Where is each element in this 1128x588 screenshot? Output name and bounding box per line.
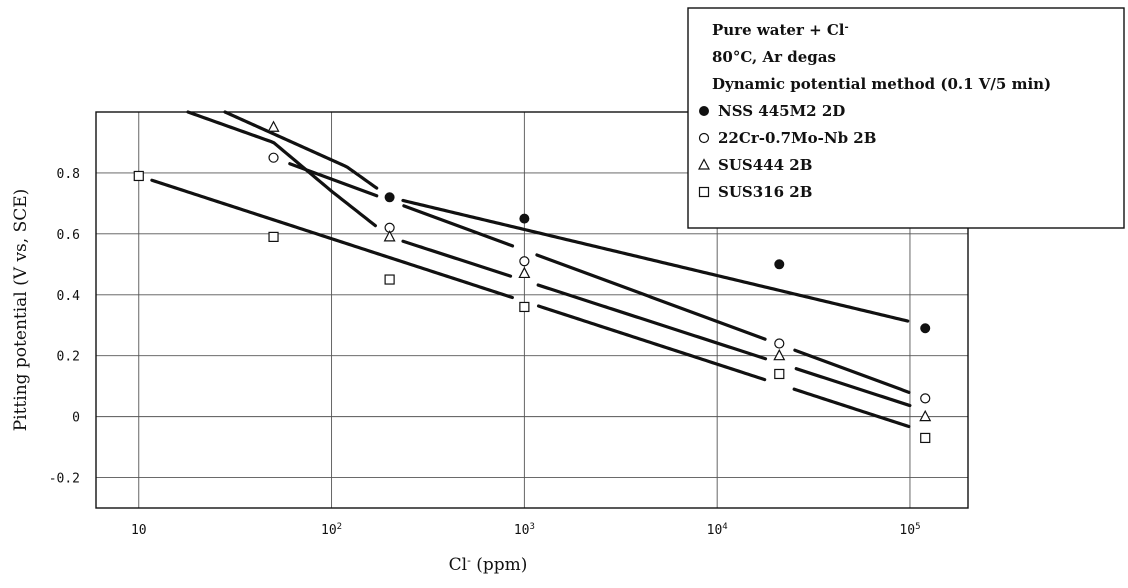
fit-line-segment	[536, 304, 767, 382]
y-axis-title: Pitting potential (V vs, SCE)	[11, 189, 31, 432]
legend-marker	[698, 132, 710, 144]
fit-line-segment	[150, 178, 514, 300]
legend-box	[687, 7, 1125, 229]
fit-line-segment	[536, 283, 768, 361]
x-tick-label: 102	[321, 522, 342, 538]
grid	[96, 112, 968, 508]
data-point	[267, 120, 280, 132]
x-axis-title-sup: -	[467, 554, 471, 567]
x-tick-exponent: 5	[915, 522, 920, 532]
data-point	[384, 274, 395, 285]
legend-entries: NSS 445M2 2D 22Cr-0.7Mo-Nb 2B SUS444 2B SUS…	[698, 102, 876, 201]
legend-note-2: 80°C, Ar degas	[712, 48, 836, 66]
fit-line-segment	[792, 387, 911, 429]
fit-line-segment	[186, 110, 377, 228]
legend-note-1: Pure water + Cl-	[712, 21, 849, 39]
fit-line-segment	[402, 204, 515, 248]
legend-marker	[698, 158, 710, 170]
y-tick-label: 0.6	[57, 228, 80, 243]
x-tick-label: 105	[899, 522, 920, 538]
data-markers	[133, 120, 932, 444]
plot-frame	[95, 111, 969, 509]
data-point	[774, 259, 785, 270]
y-axis-ticks: 0.8 0.6 0.4 0.2 0 -0.2	[49, 167, 80, 487]
y-tick-label: -0.2	[49, 472, 80, 487]
data-point	[519, 301, 530, 313]
x-axis-title-unit: (ppm)	[471, 555, 528, 575]
x-tick-base: 10	[514, 523, 530, 538]
data-point	[920, 323, 931, 334]
fit-line-segment	[401, 198, 910, 323]
legend-label: SUS316 2B	[718, 183, 812, 201]
data-point	[920, 393, 931, 404]
data-point	[383, 230, 396, 242]
fit-line-segment	[223, 110, 379, 190]
x-tick-exponent: 4	[722, 522, 727, 532]
legend: Pure water + Cl- 80°C, Ar degas Dynamic …	[687, 7, 1125, 229]
data-point	[773, 348, 786, 361]
x-axis-ticks: 10 102 103 104 105	[131, 522, 921, 538]
data-point	[519, 256, 530, 267]
legend-note-1-sup: -	[845, 22, 849, 33]
x-tick-base: 10	[707, 523, 723, 538]
legend-marker	[698, 186, 710, 198]
legend-note-3: Dynamic potential method (0.1 V/5 min)	[712, 75, 1051, 93]
legend-label: 22Cr-0.7Mo-Nb 2B	[718, 129, 876, 147]
y-tick-label: 0.4	[57, 289, 81, 304]
y-tick-label: 0.2	[57, 350, 80, 365]
x-tick-label: 103	[514, 522, 535, 538]
legend-label: SUS444 2B	[718, 156, 812, 174]
x-tick-exponent: 3	[529, 522, 534, 532]
data-point	[268, 231, 279, 242]
fit-lines	[150, 110, 912, 429]
data-point	[133, 170, 144, 182]
fit-line-segment	[794, 367, 912, 408]
x-tick-base: 10	[321, 523, 337, 538]
fit-line-segment	[535, 253, 767, 341]
x-tick-label: 10	[131, 523, 147, 538]
x-axis-title: Cl- (ppm)	[449, 554, 528, 576]
data-point	[519, 213, 530, 224]
x-tick-label: 104	[707, 522, 728, 538]
fit-line-segment	[401, 239, 513, 278]
x-tick-base: 10	[131, 523, 147, 538]
legend-marker	[699, 106, 709, 116]
y-tick-label: 0.8	[57, 167, 80, 182]
legend-label: NSS 445M2 2D	[718, 102, 845, 120]
x-tick-base: 10	[899, 523, 915, 538]
x-tick-exponent: 2	[337, 522, 342, 532]
data-point	[268, 152, 279, 163]
legend-note-1-text: Pure water + Cl	[712, 21, 845, 39]
x-axis-title-base: Cl	[449, 555, 467, 575]
data-point	[774, 368, 785, 380]
data-point	[920, 432, 931, 444]
data-point	[774, 338, 785, 349]
data-point	[384, 192, 395, 203]
data-point	[518, 266, 531, 279]
y-tick-label: 0	[72, 411, 80, 426]
fit-line-segment	[793, 348, 911, 394]
data-point	[919, 409, 932, 422]
